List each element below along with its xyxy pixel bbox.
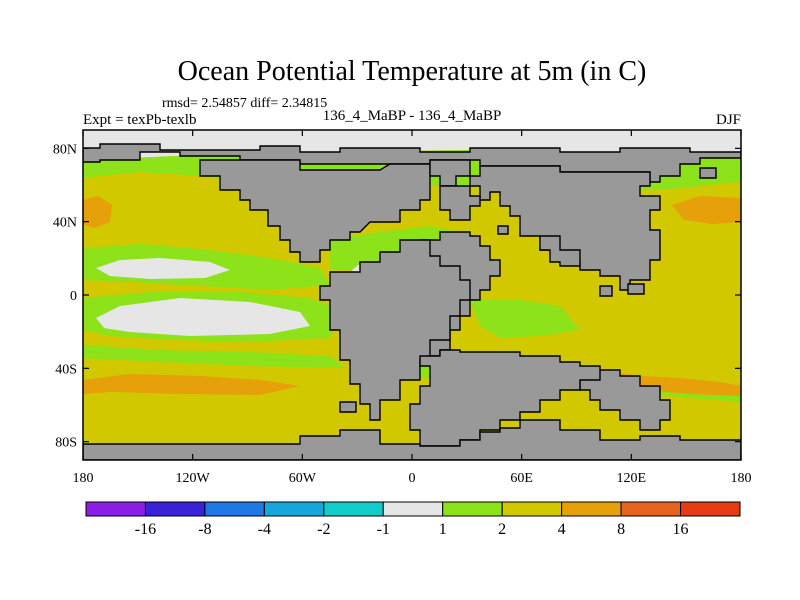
land-island-4 [339, 401, 357, 413]
land-europe [439, 185, 481, 221]
experiment-label: Expt = texPb-texlb [83, 112, 196, 128]
equatorial-pacific-white [96, 298, 310, 336]
colorbar-label: 1 [439, 521, 447, 538]
indian-ocean-green [470, 300, 580, 338]
y-tick-label: 0 [70, 289, 77, 304]
south-pacific-midlatitudes [83, 374, 300, 395]
colorbar-swatch [382, 501, 444, 517]
y-tick-label: 80S [55, 436, 77, 451]
colorbar-swatch [204, 501, 265, 517]
land-south-strip [83, 419, 741, 460]
land-arctic-strip [83, 143, 741, 183]
land-antarctica [409, 349, 601, 447]
x-axis: 180 120W 60W 0 60E 120E 180 [73, 130, 752, 486]
colorbar-label: -8 [198, 521, 211, 538]
land-eurasia [469, 165, 661, 291]
colorbar: -16 -8 -4 -2 -1 1 2 4 8 16 [85, 501, 741, 538]
colorbar-label: 2 [498, 521, 506, 538]
colorbar-swatch [144, 501, 206, 517]
colorbar-swatch [561, 501, 622, 517]
colorbar-swatch [263, 501, 325, 517]
stats-label: rmsd= 2.54857 diff= 2.34815 [162, 96, 327, 111]
comparison-label: 136_4_MaBP - 136_4_MaBP [323, 108, 502, 124]
y-axis: 80N 40N 0 40S 80S [53, 142, 741, 451]
x-tick-label: 180 [731, 471, 752, 486]
y-tick-label: 80N [53, 142, 77, 157]
colorbar-label: -4 [258, 521, 271, 538]
colorbar-label: 4 [558, 521, 566, 538]
colorbar-swatch [680, 501, 741, 517]
land [83, 143, 741, 460]
colorbar-swatch [442, 501, 503, 517]
x-tick-label: 120E [617, 471, 647, 486]
colorbar-label: -16 [135, 521, 156, 538]
y-tick-label: 40N [53, 216, 77, 231]
east-asia-coast [672, 196, 741, 224]
colorbar-label: 16 [673, 521, 689, 538]
chart-title: Ocean Potential Temperature at 5m (in C) [178, 56, 647, 87]
land-island-5 [699, 167, 717, 179]
colorbar-swatch [620, 501, 682, 517]
north-pacific-western-boundary [83, 196, 112, 228]
north-pacific-subtropical-patch [96, 258, 230, 279]
x-tick-label: 60E [510, 471, 533, 486]
land-island-1 [497, 225, 509, 235]
land-island-2 [599, 285, 613, 297]
colorbar-label: -2 [317, 521, 330, 538]
colorbar-label: 8 [617, 521, 625, 538]
south-pacific-band [83, 345, 346, 368]
x-tick-label: 60W [289, 471, 317, 486]
temperature-field [83, 130, 741, 460]
season-label: DJF [716, 112, 741, 128]
land-island-3 [627, 283, 645, 295]
land-india [539, 235, 581, 267]
colorbar-swatch [323, 501, 384, 517]
x-tick-label: 120W [176, 471, 211, 486]
colorbar-swatch [85, 501, 146, 517]
x-tick-label: 180 [73, 471, 94, 486]
y-tick-label: 40S [55, 362, 77, 377]
x-tick-label: 0 [409, 471, 416, 486]
land-australia [579, 369, 671, 431]
land-north-america [199, 159, 431, 263]
colorbar-swatch [501, 501, 563, 517]
colorbar-label: -1 [377, 521, 390, 538]
